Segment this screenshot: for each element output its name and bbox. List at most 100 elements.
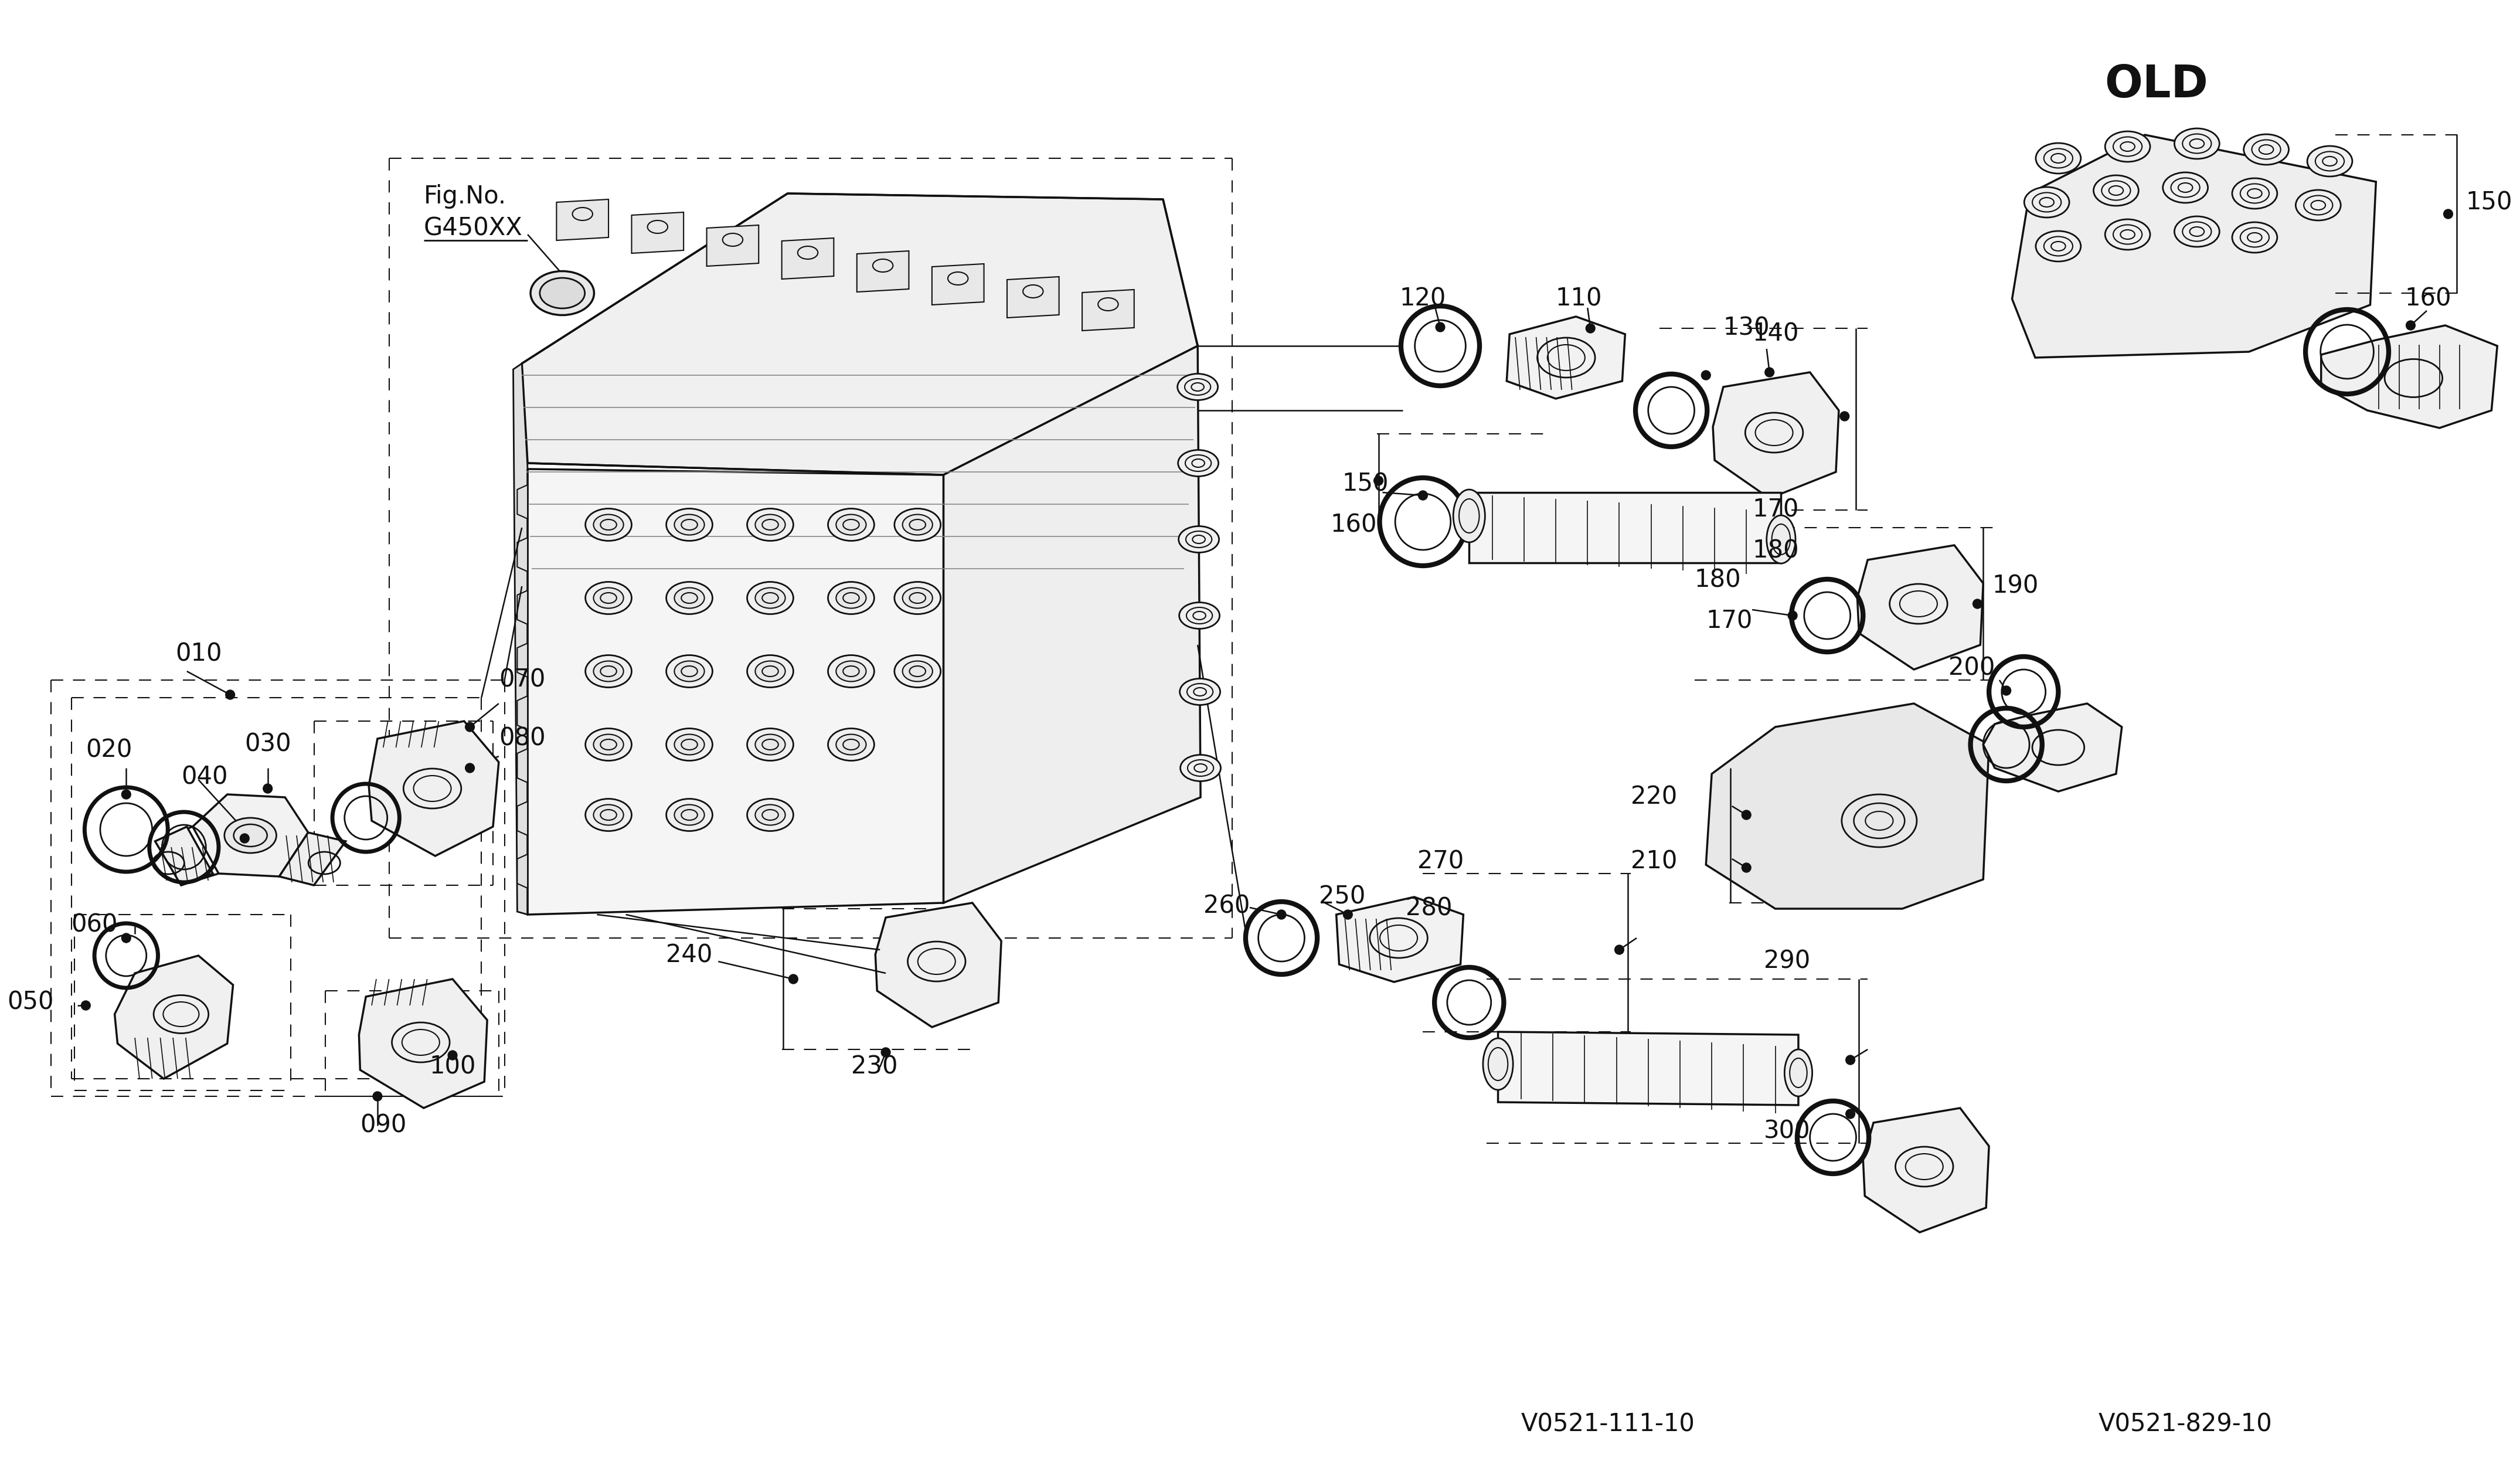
Circle shape xyxy=(239,834,249,843)
Ellipse shape xyxy=(675,804,706,825)
Ellipse shape xyxy=(902,587,932,608)
Polygon shape xyxy=(1714,373,1840,498)
Text: 100: 100 xyxy=(428,1054,476,1079)
Text: 010: 010 xyxy=(176,642,222,666)
Text: 020: 020 xyxy=(86,738,131,763)
Ellipse shape xyxy=(595,661,622,681)
Ellipse shape xyxy=(756,804,786,825)
Text: 160: 160 xyxy=(2404,286,2452,311)
Polygon shape xyxy=(1497,1032,1799,1105)
Ellipse shape xyxy=(1177,374,1217,401)
Polygon shape xyxy=(2011,135,2376,358)
Ellipse shape xyxy=(2175,216,2220,247)
Polygon shape xyxy=(706,225,759,266)
Polygon shape xyxy=(517,590,527,624)
Polygon shape xyxy=(517,749,527,782)
Circle shape xyxy=(1373,476,1383,486)
Ellipse shape xyxy=(585,728,633,760)
Polygon shape xyxy=(633,213,683,254)
Text: 270: 270 xyxy=(1416,850,1464,873)
Polygon shape xyxy=(368,721,499,856)
Text: 260: 260 xyxy=(1205,894,1250,918)
Text: G450XX: G450XX xyxy=(423,216,522,241)
Polygon shape xyxy=(514,364,527,915)
Circle shape xyxy=(1278,910,1285,919)
Circle shape xyxy=(1840,411,1850,421)
Ellipse shape xyxy=(1179,755,1220,781)
Text: 170: 170 xyxy=(1751,498,1799,523)
Polygon shape xyxy=(517,484,527,518)
Ellipse shape xyxy=(224,818,277,853)
Ellipse shape xyxy=(532,272,595,316)
Ellipse shape xyxy=(2175,128,2220,159)
Polygon shape xyxy=(156,826,212,885)
Ellipse shape xyxy=(1177,451,1220,476)
Circle shape xyxy=(1585,323,1595,333)
Text: 050: 050 xyxy=(8,991,53,1014)
Ellipse shape xyxy=(665,508,713,540)
Circle shape xyxy=(81,1001,91,1010)
Ellipse shape xyxy=(1179,526,1220,552)
Text: Fig.No.: Fig.No. xyxy=(423,184,507,208)
Text: 240: 240 xyxy=(665,944,713,967)
Polygon shape xyxy=(280,832,345,885)
Ellipse shape xyxy=(2308,145,2351,176)
Ellipse shape xyxy=(2036,142,2082,173)
Ellipse shape xyxy=(2104,131,2150,161)
Circle shape xyxy=(1343,910,1353,919)
Ellipse shape xyxy=(902,661,932,681)
Text: 230: 230 xyxy=(852,1054,897,1079)
Ellipse shape xyxy=(1179,678,1220,705)
Polygon shape xyxy=(113,956,232,1079)
Ellipse shape xyxy=(2162,172,2208,203)
Text: 210: 210 xyxy=(1630,850,1678,873)
Text: 150: 150 xyxy=(2465,189,2512,214)
Ellipse shape xyxy=(675,661,706,681)
Polygon shape xyxy=(874,903,1000,1028)
Ellipse shape xyxy=(746,728,794,760)
Text: V0521-829-10: V0521-829-10 xyxy=(2099,1412,2273,1437)
Ellipse shape xyxy=(665,581,713,614)
Polygon shape xyxy=(942,346,1200,903)
Ellipse shape xyxy=(2024,186,2069,217)
Circle shape xyxy=(466,722,474,731)
Text: 300: 300 xyxy=(1764,1119,1809,1144)
Polygon shape xyxy=(1336,897,1464,982)
Ellipse shape xyxy=(746,581,794,614)
Circle shape xyxy=(1845,1110,1855,1119)
Polygon shape xyxy=(1706,703,1988,909)
Circle shape xyxy=(227,690,234,699)
Circle shape xyxy=(2444,210,2452,219)
Text: 060: 060 xyxy=(71,913,118,938)
Ellipse shape xyxy=(539,277,585,308)
Ellipse shape xyxy=(837,514,867,534)
Ellipse shape xyxy=(829,581,874,614)
Ellipse shape xyxy=(675,587,706,608)
Circle shape xyxy=(1845,1055,1855,1064)
Text: 170: 170 xyxy=(1706,609,1751,634)
Ellipse shape xyxy=(837,661,867,681)
Circle shape xyxy=(789,975,799,984)
Ellipse shape xyxy=(585,581,633,614)
Ellipse shape xyxy=(756,661,786,681)
Ellipse shape xyxy=(829,728,874,760)
Circle shape xyxy=(882,1048,890,1057)
Text: 200: 200 xyxy=(1948,656,1996,681)
Text: 120: 120 xyxy=(1399,286,1446,311)
Polygon shape xyxy=(517,643,527,677)
Ellipse shape xyxy=(2243,134,2288,164)
Circle shape xyxy=(1741,863,1751,872)
Circle shape xyxy=(2001,686,2011,696)
Text: 090: 090 xyxy=(360,1113,406,1138)
Ellipse shape xyxy=(2233,178,2278,208)
Ellipse shape xyxy=(595,804,622,825)
Ellipse shape xyxy=(829,508,874,540)
Circle shape xyxy=(2407,320,2414,330)
Polygon shape xyxy=(781,238,834,279)
Text: OLD: OLD xyxy=(2104,63,2208,107)
Polygon shape xyxy=(1081,289,1134,330)
Circle shape xyxy=(466,763,474,772)
Circle shape xyxy=(1741,810,1751,819)
Ellipse shape xyxy=(1482,1038,1512,1089)
Polygon shape xyxy=(557,200,607,241)
